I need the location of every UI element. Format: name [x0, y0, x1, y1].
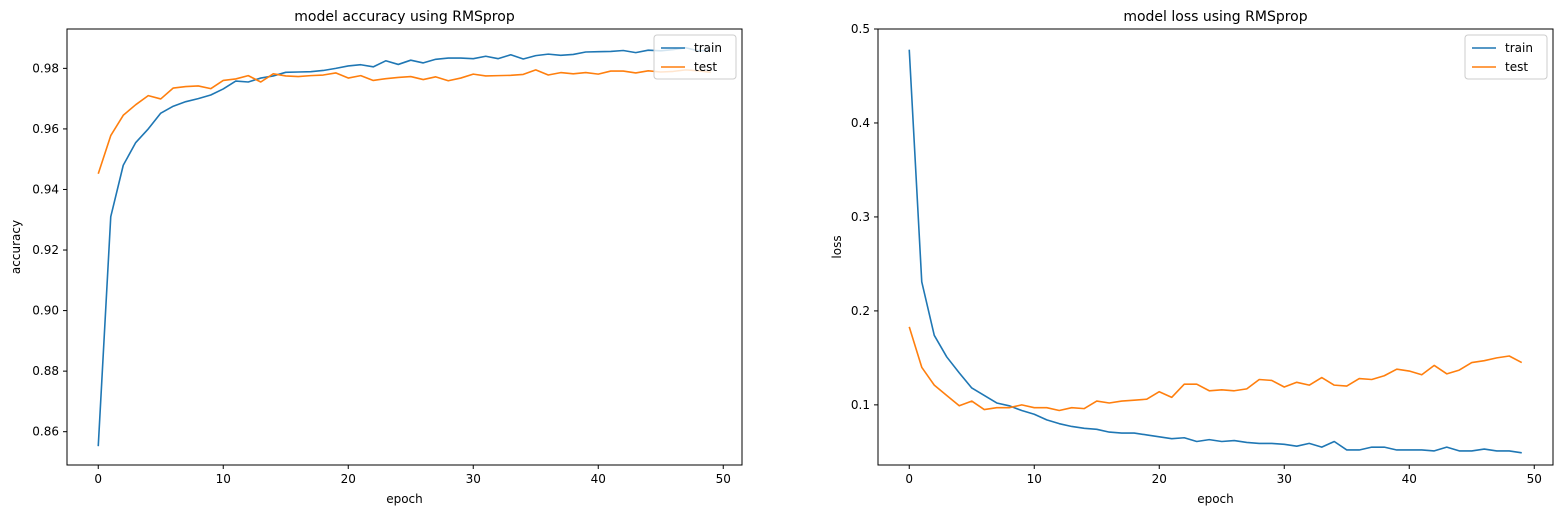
y-tick-label: 0.90: [32, 304, 59, 318]
x-tick-label: 40: [1402, 472, 1417, 486]
axes-frame: [877, 28, 1554, 466]
x-tick-label: 50: [716, 472, 731, 486]
series-line-train: [97, 46, 711, 447]
x-tick-label: 20: [341, 472, 356, 486]
y-tick-label: 0.86: [32, 425, 59, 439]
series-line-test: [97, 69, 711, 174]
legend: train test: [653, 34, 737, 80]
y-tick-label: 0.94: [32, 182, 59, 196]
chart-2: model loss using RMSprop 0 10 20 30 40 50 0.1 0.…: [830, 9, 1554, 506]
chart-1: model accuracy using RMSprop 0 10 20 30 40 50 0…: [9, 9, 743, 506]
x-tick-label: 10: [1027, 472, 1042, 486]
x-tick-label: 30: [466, 472, 481, 486]
legend-label-train: train: [1505, 41, 1533, 55]
x-tick-label: 40: [591, 472, 606, 486]
legend-box: [653, 34, 737, 80]
chart-title: model loss using RMSprop: [1123, 9, 1307, 25]
y-axis-label: accuracy: [9, 220, 23, 274]
y-tick-label: 0.98: [32, 61, 59, 75]
legend-label-test: test: [1505, 60, 1528, 74]
y-axis-label: loss: [830, 235, 844, 258]
x-tick-label: 30: [1277, 472, 1292, 486]
legend-box: [1464, 34, 1548, 80]
legend-label-test: test: [694, 60, 717, 74]
x-tick-label: 50: [1527, 472, 1542, 486]
y-tick-label: 0.1: [851, 398, 870, 412]
x-tick-label: 10: [216, 472, 231, 486]
series-line-test: [908, 326, 1523, 412]
legend-label-train: train: [694, 41, 722, 55]
axes-frame: [66, 28, 743, 466]
x-axis-label: epoch: [386, 492, 423, 506]
y-tick-label: 0.5: [851, 22, 870, 36]
y-tick-label: 0.2: [851, 304, 870, 318]
y-tick-label: 0.92: [32, 243, 59, 257]
legend: train test: [1464, 34, 1548, 80]
y-tick-label: 0.88: [32, 364, 59, 378]
series-line-train: [908, 49, 1522, 454]
chart-title: model accuracy using RMSprop: [294, 9, 515, 25]
y-tick-label: 0.4: [851, 116, 870, 130]
x-tick-label: 0: [94, 472, 102, 486]
x-tick-label: 0: [905, 472, 913, 486]
x-tick-label: 20: [1152, 472, 1167, 486]
x-axis-label: epoch: [1197, 492, 1234, 506]
y-tick-label: 0.96: [32, 122, 59, 136]
y-tick-label: 0.3: [851, 210, 870, 224]
